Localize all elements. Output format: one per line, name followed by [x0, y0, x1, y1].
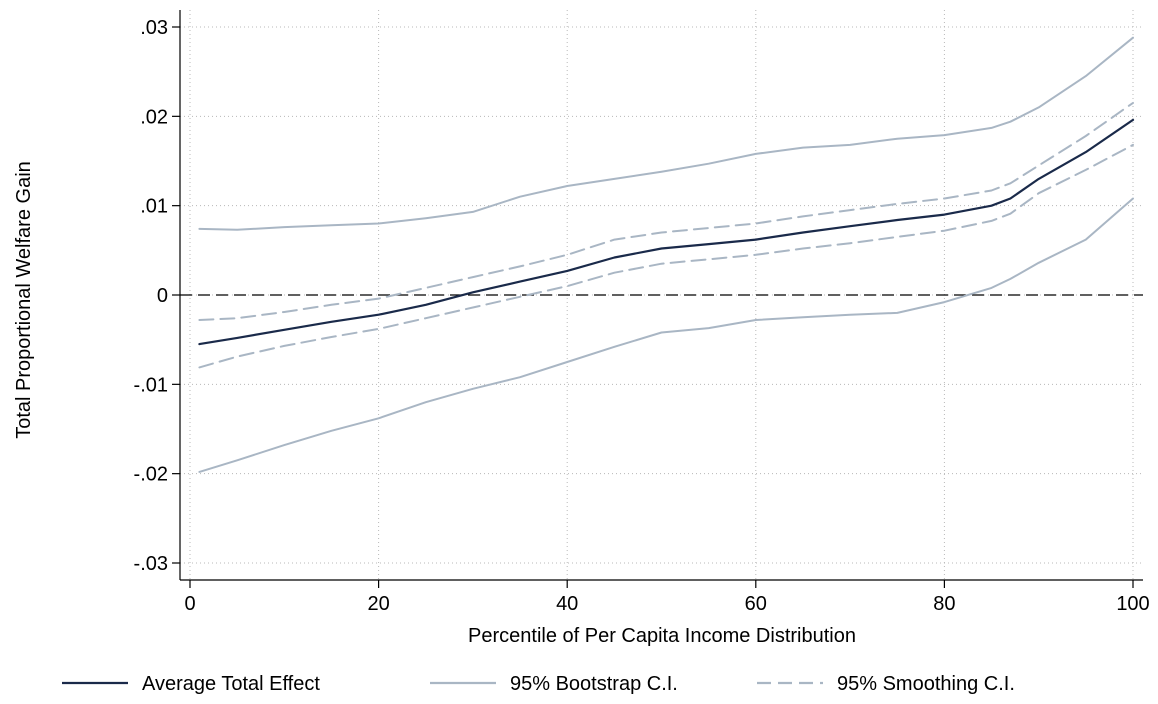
series-line-0: [198, 118, 1135, 346]
y-tick-label: .01: [140, 196, 168, 218]
y-tick-label: .02: [140, 106, 168, 128]
y-tick-label: .03: [140, 17, 168, 39]
x-tick-label: 20: [367, 593, 389, 615]
tick-labels: .03 .02 .01 0 -.01 -.02 -.03 0 20 40 60 80 100: [134, 17, 1150, 615]
legend-label: 95% Smoothing C.I.: [837, 673, 1015, 695]
x-tick-label: 100: [1116, 593, 1149, 615]
y-tick-label: -.03: [134, 553, 168, 575]
x-tick-label: 0: [184, 593, 195, 615]
y-axis-title: Total Proportional Welfare Gain: [13, 161, 35, 439]
legend: Average Total Effect 95% Bootstrap C.I. 95…: [62, 673, 1015, 695]
x-tick-label: 80: [933, 593, 955, 615]
series-line-2: [198, 197, 1134, 473]
axes: [172, 10, 1143, 588]
series-line-3: [198, 101, 1134, 321]
legend-label: Average Total Effect: [142, 673, 320, 695]
y-tick-label: -.01: [134, 374, 168, 396]
series-lines: [198, 36, 1135, 473]
y-tick-label: -.02: [134, 464, 168, 486]
series-line-4: [198, 143, 1134, 369]
x-tick-label: 40: [556, 593, 578, 615]
legend-label: 95% Bootstrap C.I.: [510, 673, 678, 695]
series-line-1: [198, 36, 1134, 231]
x-axis-title: Percentile of Per Capita Income Distribu…: [468, 625, 856, 647]
x-tick-label: 60: [745, 593, 767, 615]
y-tick-label: 0: [157, 285, 168, 307]
